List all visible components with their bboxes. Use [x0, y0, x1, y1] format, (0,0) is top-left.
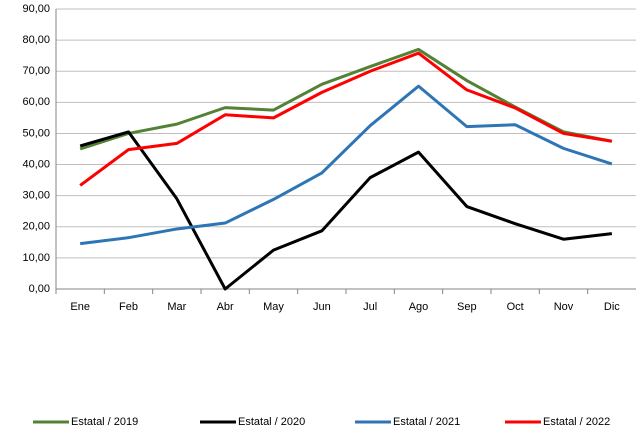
- y-tick-label: 40,00: [22, 158, 50, 170]
- x-tick-label: May: [263, 301, 284, 313]
- y-tick-label: 70,00: [22, 65, 50, 77]
- x-tick-label: Ene: [70, 301, 90, 313]
- x-tick-label: Oct: [507, 301, 524, 313]
- x-tick-label: Mar: [167, 301, 186, 313]
- x-tick-label: Abr: [217, 301, 234, 313]
- x-tick-label: Sep: [457, 301, 477, 313]
- y-tick-label: 0,00: [29, 283, 50, 295]
- legend-label: Estatal / 2020: [238, 416, 305, 428]
- x-tick-label: Feb: [119, 301, 138, 313]
- line-series: [79, 130, 613, 291]
- x-tick-label: Jun: [313, 301, 331, 313]
- x-tick-label: Ago: [409, 301, 429, 313]
- legend-label: Estatal / 2021: [393, 416, 460, 428]
- y-tick-label: 90,00: [22, 3, 50, 15]
- legend-label: Estatal / 2022: [543, 416, 610, 428]
- y-tick-label: 10,00: [22, 252, 50, 264]
- y-tick-label: 80,00: [22, 34, 50, 46]
- x-tick-label: Nov: [554, 301, 574, 313]
- line-series: [79, 51, 613, 187]
- y-tick-label: 50,00: [22, 127, 50, 139]
- y-tick-label: 60,00: [22, 96, 50, 108]
- line-series: [79, 84, 613, 246]
- x-tick-label: Dic: [604, 301, 620, 313]
- legend-label: Estatal / 2019: [71, 416, 138, 428]
- y-tick-label: 20,00: [22, 221, 50, 233]
- x-tick-label: Jul: [363, 301, 377, 313]
- y-tick-label: 30,00: [22, 190, 50, 202]
